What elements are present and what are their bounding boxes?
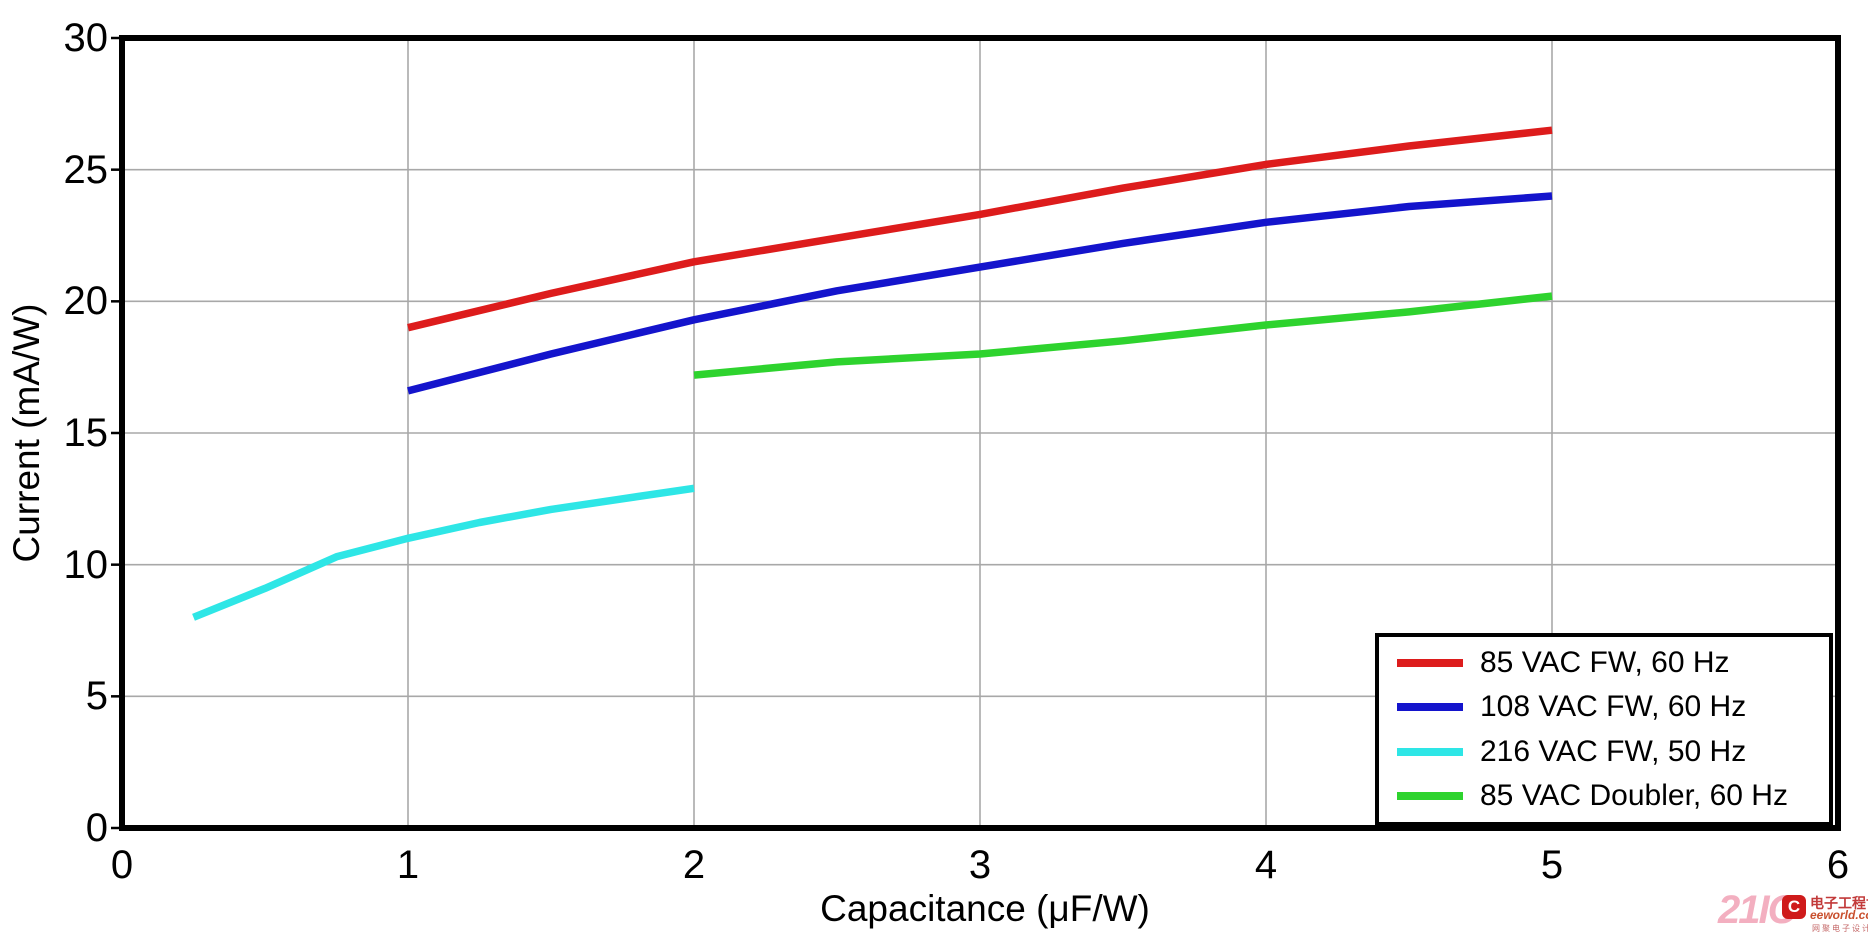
watermark-site-url: eeworld.com.cn [1810,908,1868,922]
y-tick-label: 25 [63,147,109,192]
watermark-logo-icon: C [1782,895,1806,919]
legend-swatch [1397,703,1463,712]
watermark: 21IC C 电子工程世界 eeworld.com.cn 网聚电子设计之家 [1698,886,1868,937]
y-axis-title: Current (mA/W) [6,303,47,563]
y-tick-label: 30 [63,16,109,60]
legend-item: 108 VAC FW, 60 Hz [1379,689,1829,726]
legend-item: 85 VAC FW, 60 Hz [1379,644,1829,681]
legend-label: 108 VAC FW, 60 Hz [1480,690,1747,724]
plot-frame [119,35,1841,831]
series-line [693,292,1553,379]
x-tick-label: 0 [110,843,134,887]
x-tick-label: 5 [1540,843,1564,887]
legend-swatch [1397,747,1463,756]
legend-box: 85 VAC FW, 60 Hz 108 VAC FW, 60 Hz 216 VAC… [1375,633,1833,826]
y-tick-label: 20 [63,279,109,324]
y-tick-label: 10 [63,542,109,587]
x-tick-label: 3 [968,843,992,887]
legend-label: 85 VAC FW, 60 Hz [1480,645,1730,679]
x-tick-label: 6 [1826,843,1850,887]
x-axis-title: Capacitance (μF/W) [820,888,1150,929]
legend-label: 216 VAC FW, 50 Hz [1480,734,1747,768]
x-tick-label: 2 [682,843,706,887]
legend-label: 85 VAC Doubler, 60 Hz [1480,779,1788,813]
x-tick-label: 4 [1254,843,1278,887]
watermark-site-name: 电子工程世界 [1810,895,1868,911]
y-tick-label: 0 [85,806,108,850]
watermark-tagline: 网聚电子设计之家 [1812,924,1868,933]
legend-item: 85 VAC Doubler, 60 Hz [1379,778,1829,815]
y-tick-label: 15 [63,411,109,455]
legend-swatch [1397,658,1463,667]
series-line [407,126,1553,332]
legend-item: 216 VAC FW, 50 Hz [1379,733,1829,770]
legend-swatch [1397,792,1463,801]
y-tick-label: 5 [85,674,108,719]
x-tick-label: 1 [396,843,420,887]
series-line [192,484,695,621]
series-line [407,192,1553,395]
